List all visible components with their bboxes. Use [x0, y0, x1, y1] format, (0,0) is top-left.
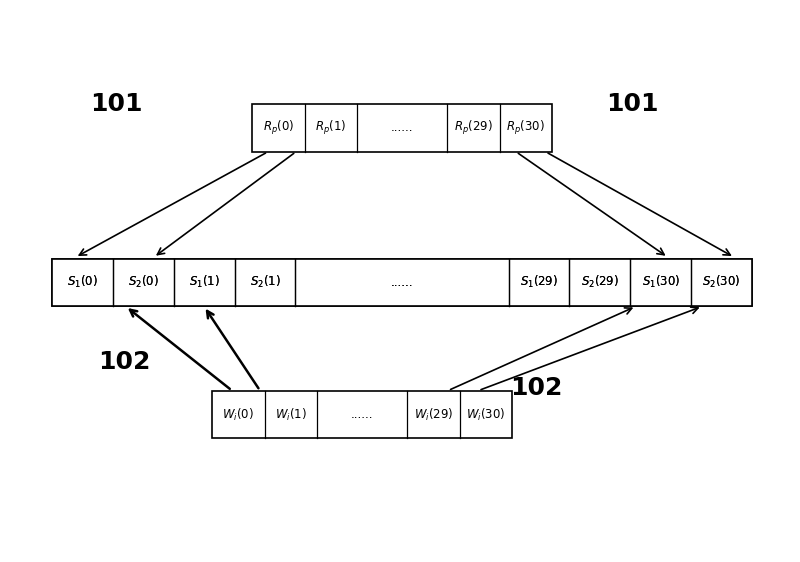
Text: 101: 101	[606, 92, 658, 116]
Text: $S_2(29)$: $S_2(29)$	[581, 274, 618, 291]
Text: $R_p(29)$: $R_p(29)$	[454, 119, 493, 137]
Text: $S_1(29)$: $S_1(29)$	[520, 274, 558, 291]
Text: $S_2(29)$: $S_2(29)$	[581, 274, 618, 291]
Text: $W_i(0)$: $W_i(0)$	[222, 406, 254, 423]
Text: $W_i(30)$: $W_i(30)$	[466, 406, 506, 423]
Text: $W_i(1)$: $W_i(1)$	[274, 406, 306, 423]
Text: $R_p(1)$: $R_p(1)$	[315, 119, 346, 137]
Text: $S_2(0)$: $S_2(0)$	[128, 274, 158, 291]
Bar	[52, 259, 752, 306]
Text: $S_2(1)$: $S_2(1)$	[250, 274, 280, 291]
Bar	[212, 391, 512, 438]
Text: ......: ......	[390, 121, 414, 134]
Text: $S_1(1)$: $S_1(1)$	[189, 274, 219, 291]
Text: $S_1(30)$: $S_1(30)$	[642, 274, 680, 291]
Text: $W_i(29)$: $W_i(29)$	[414, 406, 453, 423]
Bar	[174, 259, 630, 306]
Bar	[252, 104, 552, 152]
Text: ......: ......	[350, 408, 374, 421]
Text: $S_2(0)$: $S_2(0)$	[128, 274, 158, 291]
Text: $S_1(30)$: $S_1(30)$	[642, 274, 680, 291]
Text: ......: ......	[390, 276, 414, 289]
Text: $S_1(29)$: $S_1(29)$	[520, 274, 558, 291]
Text: 102: 102	[510, 376, 562, 400]
Text: $S_2(1)$: $S_2(1)$	[250, 274, 280, 291]
Text: $R_p(0)$: $R_p(0)$	[262, 119, 294, 137]
Text: $S_2(30)$: $S_2(30)$	[702, 274, 741, 291]
Text: $S_2(30)$: $S_2(30)$	[702, 274, 741, 291]
Bar	[52, 259, 752, 306]
Text: $S_1(0)$: $S_1(0)$	[67, 274, 98, 291]
Text: $S_1(0)$: $S_1(0)$	[67, 274, 98, 291]
Text: $S_1(1)$: $S_1(1)$	[189, 274, 219, 291]
Text: 102: 102	[98, 351, 150, 374]
Text: $R_p(30)$: $R_p(30)$	[506, 119, 545, 137]
Text: 101: 101	[90, 92, 142, 116]
Text: ......: ......	[390, 276, 414, 289]
